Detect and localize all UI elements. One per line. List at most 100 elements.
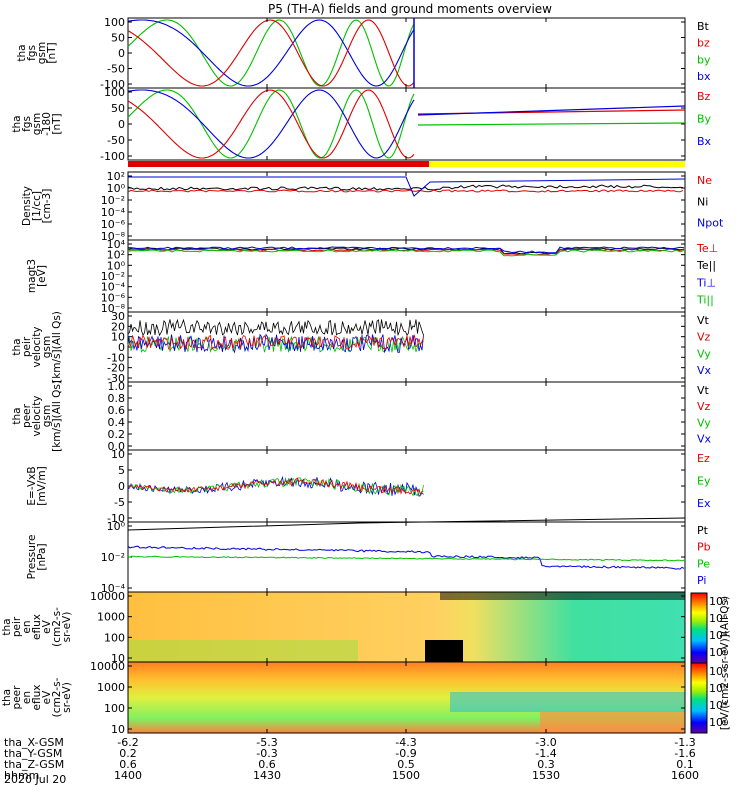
y-tick-label: 10²	[107, 170, 125, 183]
colorbar-bottom	[690, 662, 708, 734]
trace-efield	[127, 477, 424, 496]
trace-temperature	[127, 249, 685, 257]
x-axis-row-label: hhmm	[4, 769, 39, 782]
panel-frame	[127, 381, 686, 451]
legend-entry: Pe	[697, 557, 710, 570]
y-tick-label: 0	[118, 47, 125, 60]
y-tick-label: -100	[100, 150, 125, 163]
y-tick-label: 0.4	[108, 416, 126, 429]
y-axis-label-line: [km/s](All Qs)	[51, 311, 63, 383]
panel-fgs: 100 50 0 -50 -100 thafgsgsm[nT] Bt bz by bx	[16, 16, 711, 91]
legend-entry: Bx	[697, 135, 712, 148]
y-tick-label: 10	[111, 652, 125, 665]
y-axis-label: thapeervelocitygsm[km/s](All Qs)	[11, 380, 63, 452]
y-tick-label: 0.8	[108, 392, 126, 405]
legend-entry: Vz	[697, 400, 711, 413]
y-axis-label-line: peir	[11, 616, 23, 637]
legend-entry: By	[697, 113, 712, 126]
y-tick-label: -10	[107, 351, 125, 364]
y-axis-label-line: [eV]	[36, 265, 48, 287]
y-axis-label-line: fgs	[26, 45, 38, 61]
y-axis-label-line: en	[21, 691, 33, 704]
y-axis-label-line: velocity	[31, 326, 43, 367]
trace-oscillation	[127, 89, 415, 159]
legend: Bt bz by bx	[697, 20, 711, 83]
date-label: 2020 Jul 20	[4, 773, 66, 786]
y-axis-label-line: tha	[11, 338, 23, 355]
legend-entry: Ex	[697, 497, 711, 510]
y-tick-label: 0	[118, 480, 125, 493]
traces	[127, 246, 685, 257]
traces	[127, 475, 424, 497]
colorbar-tick-label: 10⁶	[709, 612, 728, 625]
trace-oscillation	[127, 19, 415, 87]
trace-bx	[417, 105, 686, 116]
trace-oscillation	[127, 19, 415, 87]
y-tick-label: 10⁴	[107, 238, 126, 251]
trace-oscillation	[127, 19, 415, 87]
y-axis-label: thafgsgsm-180[nT]	[11, 112, 63, 136]
x-axis-value: -1.6	[674, 747, 695, 760]
trace-efield	[127, 477, 424, 497]
y-axis-label-line: [mV/m]	[36, 466, 48, 505]
region-bar-yellow	[429, 161, 685, 167]
legend-entry: bz	[697, 37, 710, 50]
panel-fgs_dsl: 100 50 0 -50 -100 thafgsgsm-180[nT] Bz By Bx	[11, 86, 712, 163]
legend-entry: Vx	[697, 433, 712, 446]
y-axis-label-line: en	[21, 620, 33, 633]
y-axis-label: E=-VxB[mV/m]	[26, 466, 48, 505]
y-tick-label: 10⁻²	[101, 270, 125, 283]
x-axis-value: 1600	[671, 769, 699, 782]
colorbar-tick-label: 10²	[709, 646, 727, 659]
y-tick-label: 1.0	[108, 380, 126, 393]
panel-stack: 100500-50-100thafgsgsm[nT]Btbzbybx100500…	[1, 16, 724, 736]
y-tick-label: 30	[111, 310, 125, 323]
y-tick-label: 10000	[90, 590, 125, 603]
x-axis-value: -5.3	[256, 736, 277, 749]
y-axis-label-line: Density	[21, 186, 33, 226]
legend-entry: Ni	[697, 195, 708, 208]
panel-frame	[127, 171, 686, 241]
legend-entry: Ez	[697, 452, 710, 465]
y-axis-label-line: gsm	[31, 113, 43, 135]
legend-entry: Ti||	[696, 293, 714, 306]
y-axis-label-line: E=-VxB	[26, 466, 38, 505]
y-tick-label: 0.0	[108, 440, 126, 453]
legend: Ne Ni Npot	[697, 174, 724, 230]
traces	[127, 176, 686, 197]
y-tick-label: -100	[100, 78, 125, 91]
legend-entry: Vt	[697, 314, 710, 327]
y-axis-label-line: tha	[11, 407, 23, 424]
y-axis-label-line: -180	[41, 112, 53, 136]
x-axis-value: 1430	[253, 769, 281, 782]
y-tick-label: 10⁻⁴	[101, 206, 126, 219]
y-tick-label: 10⁻⁸	[101, 302, 126, 315]
panel-peer_spec: 10000 1000 100 10 thapeerenefluxeV(cm2-s-sr-…	[1, 660, 686, 736]
legend-entry: Pi	[697, 574, 706, 587]
y-axis-label-line: eV	[41, 619, 53, 633]
y-axis-label: magt3[eV]	[26, 259, 48, 293]
y-axis-label-line: [1/cc]	[31, 191, 43, 221]
legend: Te⊥ Te|| Ti⊥ Ti||	[696, 242, 718, 306]
colorbar-tick-label: 10⁴	[709, 699, 728, 712]
trace-velocity	[127, 333, 424, 354]
traces	[127, 318, 424, 354]
y-axis-label-line: Pressure	[26, 535, 38, 580]
y-tick-label: 10⁻⁴	[101, 582, 126, 595]
x-axis-value: 1500	[392, 769, 420, 782]
legend-entry: Npot	[697, 217, 724, 230]
panel-frame	[127, 17, 686, 89]
y-axis-label: thapeirenefluxeV(cm2-s-sr-eV)	[1, 607, 73, 647]
legend-entry: Ne	[697, 174, 712, 187]
y-tick-label: 10⁻⁶	[101, 218, 126, 231]
legend-entry: Pb	[697, 541, 711, 554]
legend-entry: Vz	[697, 331, 711, 344]
x-axis-row-label: tha_Z-GSM	[4, 758, 64, 771]
traces	[127, 18, 415, 88]
y-tick-label: 0.2	[108, 428, 126, 441]
legend-entry: Ti⊥	[696, 276, 716, 289]
y-tick-label: 100	[104, 702, 125, 715]
